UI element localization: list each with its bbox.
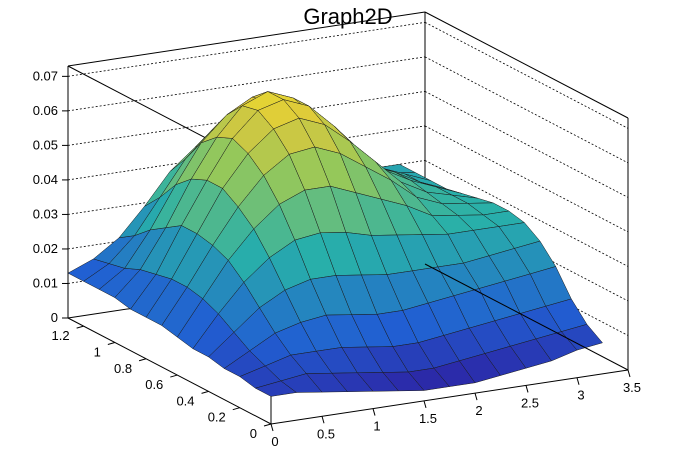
y-tick-label: 0.2 xyxy=(208,410,226,425)
x-axis-ticks: 0 0.5 1 1.5 2 2.5 3 3.5 xyxy=(270,369,641,449)
x-tick-label: 0 xyxy=(271,434,278,449)
x-tick-mark xyxy=(423,400,427,408)
y-tick-mark xyxy=(107,341,115,345)
y-axis-ticks: 0 0.2 0.4 0.6 0.8 1 1.2 xyxy=(52,325,272,441)
z-tick-label: 0.01 xyxy=(33,275,58,290)
x-tick-label: 1.5 xyxy=(419,411,437,426)
y-tick-label: 0 xyxy=(250,426,257,441)
grid-line-right xyxy=(424,91,629,198)
y-tick-mark xyxy=(263,423,272,427)
z-tick-label: 0.04 xyxy=(33,172,58,187)
surface-cell xyxy=(560,324,603,351)
y-tick-mark xyxy=(170,374,178,378)
grid-line-back xyxy=(67,21,426,77)
back-top-edge xyxy=(67,11,426,67)
x-tick-label: 0.5 xyxy=(317,426,335,441)
z-tick-label: 0.02 xyxy=(33,241,58,256)
z-tick-label: 0.03 xyxy=(33,206,58,221)
z-tick-label: 0 xyxy=(51,310,58,325)
y-tick-label: 0.8 xyxy=(114,361,132,376)
x-tick-mark xyxy=(525,385,529,393)
surface-mesh xyxy=(67,91,603,397)
x-tick-mark xyxy=(372,408,376,416)
right-bottom-edge xyxy=(424,263,629,371)
y-tick-label: 1.2 xyxy=(52,328,70,343)
z-tick-label: 0.07 xyxy=(33,68,58,83)
z-axis-ticks: 0 0.01 0.02 0.03 0.04 0.05 0.06 0.07 xyxy=(33,68,68,325)
x-tick-mark xyxy=(576,377,580,385)
chart-title: Graph2D xyxy=(303,4,393,29)
x-tick-mark xyxy=(627,369,631,378)
y-tick-mark xyxy=(76,325,84,329)
x-tick-mark xyxy=(270,423,274,432)
x-tick-mark xyxy=(474,393,478,401)
grid-line-right xyxy=(424,22,629,129)
front-box xyxy=(67,118,629,425)
y-tick-label: 0.6 xyxy=(145,377,163,392)
y-tick-mark xyxy=(201,390,209,394)
z-tick-label: 0.06 xyxy=(33,103,58,118)
x-tick-mark xyxy=(321,416,325,424)
left-bottom-edge xyxy=(67,317,272,425)
z-tick-label: 0.05 xyxy=(33,137,58,152)
x-tick-label: 3 xyxy=(577,388,584,403)
x-tick-label: 1 xyxy=(373,419,380,434)
right-top-edge xyxy=(424,11,629,119)
x-tick-label: 2.5 xyxy=(521,395,539,410)
y-tick-label: 0.4 xyxy=(176,393,194,408)
grid-line-right xyxy=(424,56,629,164)
grid-line-back xyxy=(67,56,426,112)
x-tick-label: 3.5 xyxy=(623,380,641,395)
y-tick-label: 1 xyxy=(94,344,101,359)
front-bottom-edge xyxy=(270,369,629,425)
y-tick-mark xyxy=(232,407,240,411)
y-tick-mark xyxy=(138,358,147,362)
x-tick-label: 2 xyxy=(475,403,482,418)
